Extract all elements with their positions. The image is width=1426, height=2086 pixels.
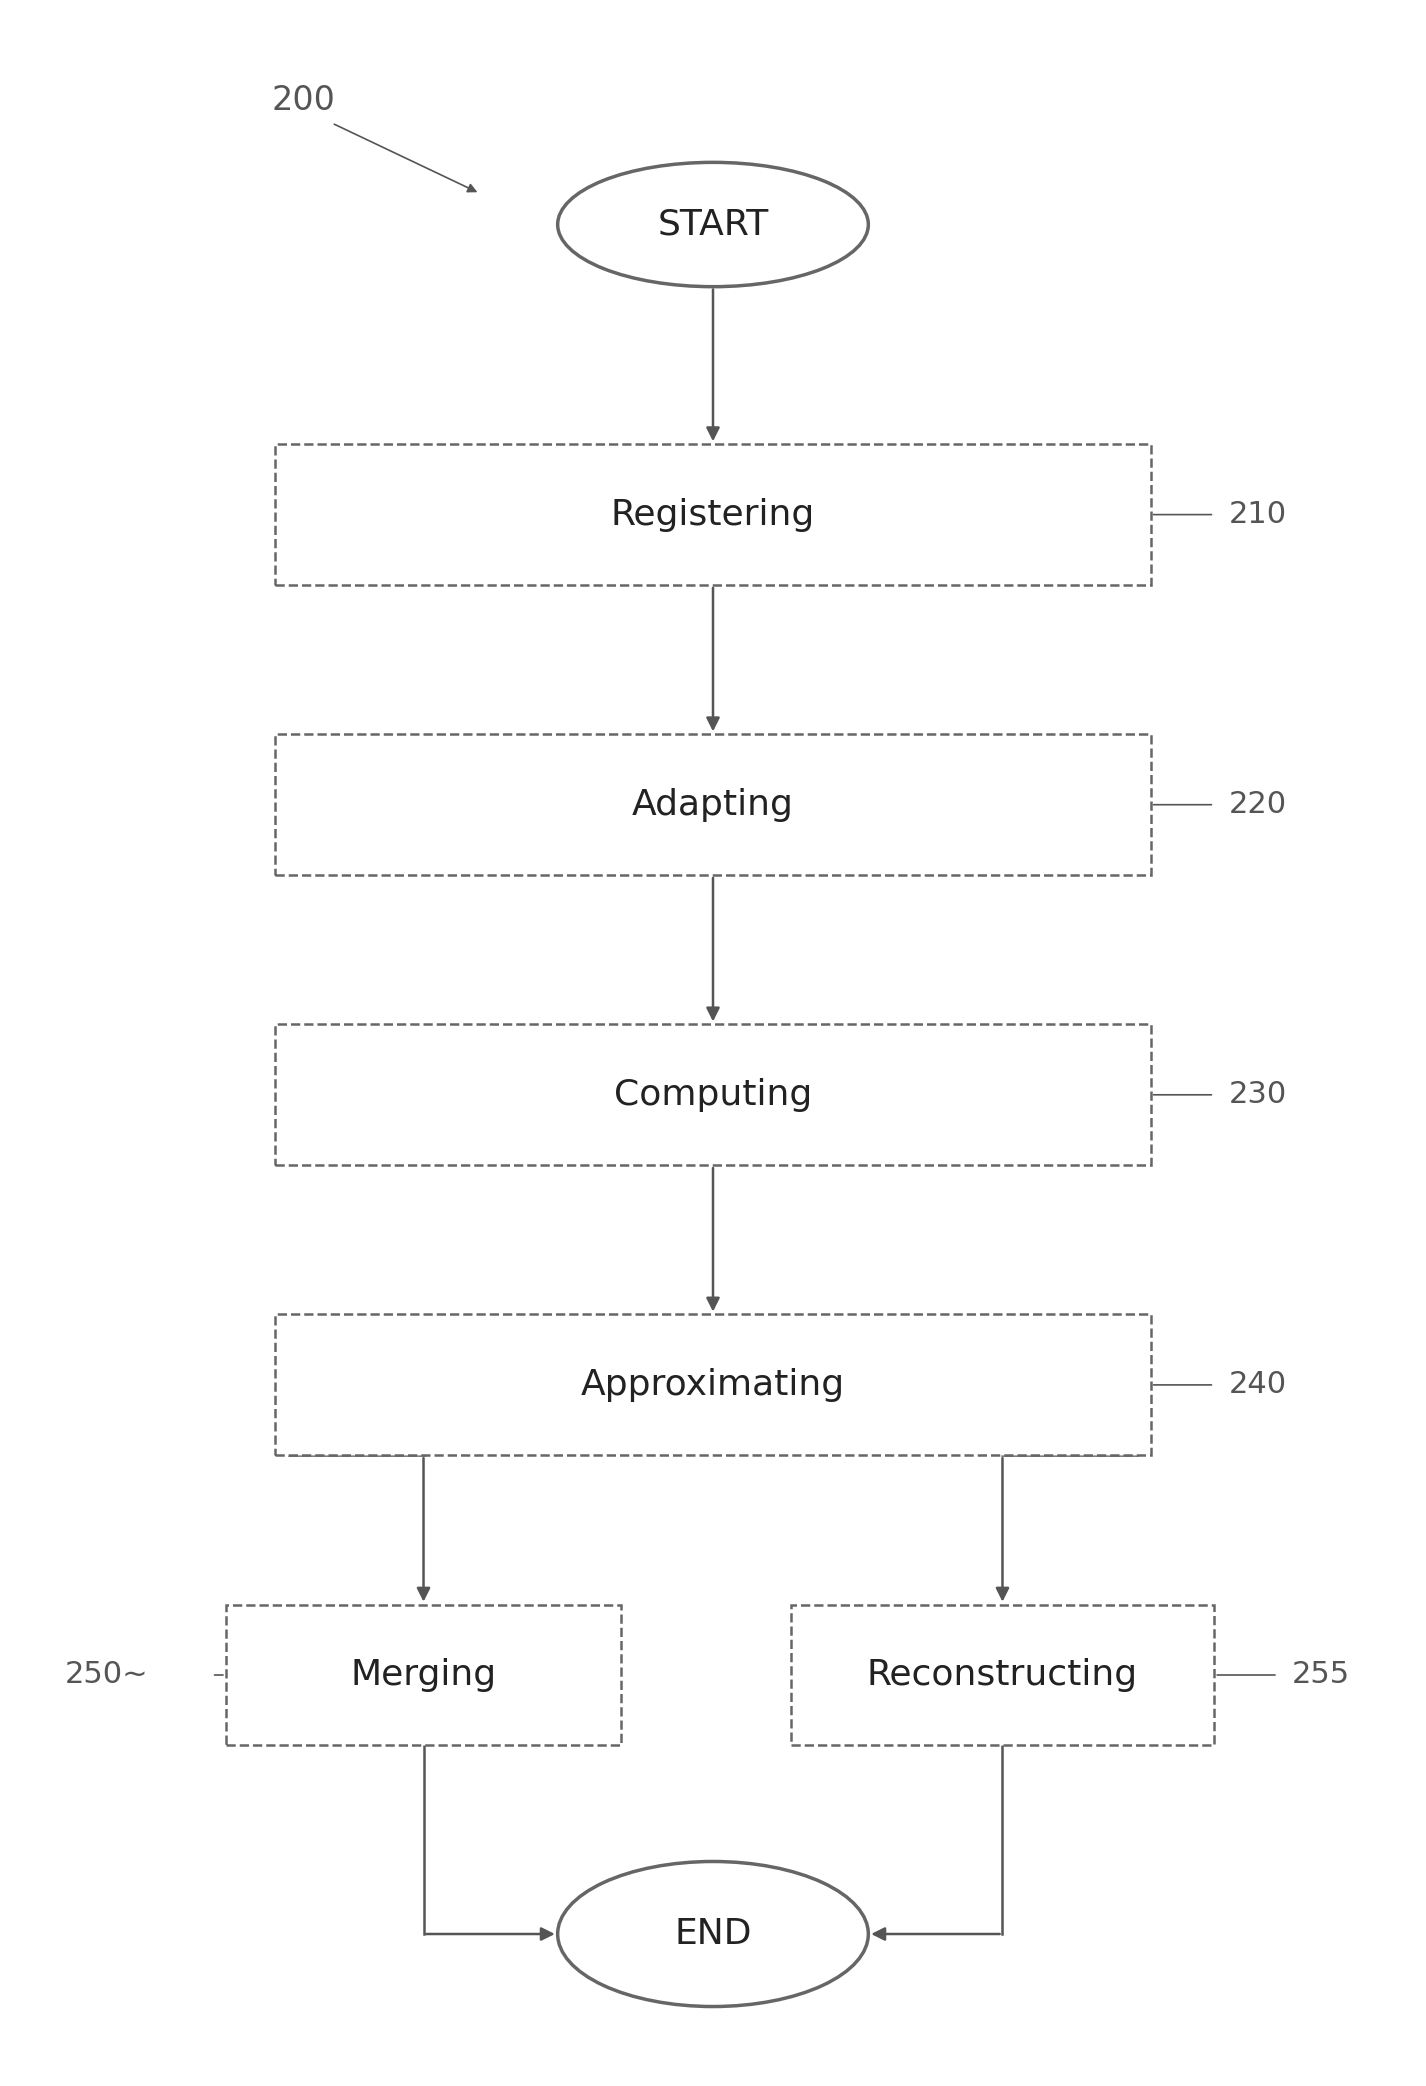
Text: 240: 240 bbox=[1228, 1371, 1286, 1400]
FancyBboxPatch shape bbox=[275, 444, 1151, 584]
Text: Registering: Registering bbox=[610, 499, 816, 532]
Text: END: END bbox=[674, 1917, 752, 1950]
Text: 230: 230 bbox=[1228, 1081, 1286, 1110]
Text: 210: 210 bbox=[1228, 501, 1286, 530]
Text: Adapting: Adapting bbox=[632, 789, 794, 822]
Text: START: START bbox=[657, 207, 769, 242]
Text: 220: 220 bbox=[1228, 791, 1286, 820]
FancyBboxPatch shape bbox=[275, 1024, 1151, 1166]
Text: Merging: Merging bbox=[351, 1658, 496, 1692]
Ellipse shape bbox=[558, 1861, 868, 2007]
Text: Computing: Computing bbox=[613, 1078, 813, 1112]
FancyBboxPatch shape bbox=[275, 734, 1151, 876]
FancyBboxPatch shape bbox=[790, 1604, 1215, 1746]
FancyBboxPatch shape bbox=[225, 1604, 622, 1746]
FancyBboxPatch shape bbox=[275, 1314, 1151, 1456]
Text: 250~: 250~ bbox=[64, 1660, 148, 1690]
Text: 200: 200 bbox=[271, 83, 335, 117]
Text: Approximating: Approximating bbox=[580, 1368, 846, 1402]
Ellipse shape bbox=[558, 163, 868, 286]
Text: Reconstructing: Reconstructing bbox=[867, 1658, 1138, 1692]
Text: 255: 255 bbox=[1292, 1660, 1350, 1690]
